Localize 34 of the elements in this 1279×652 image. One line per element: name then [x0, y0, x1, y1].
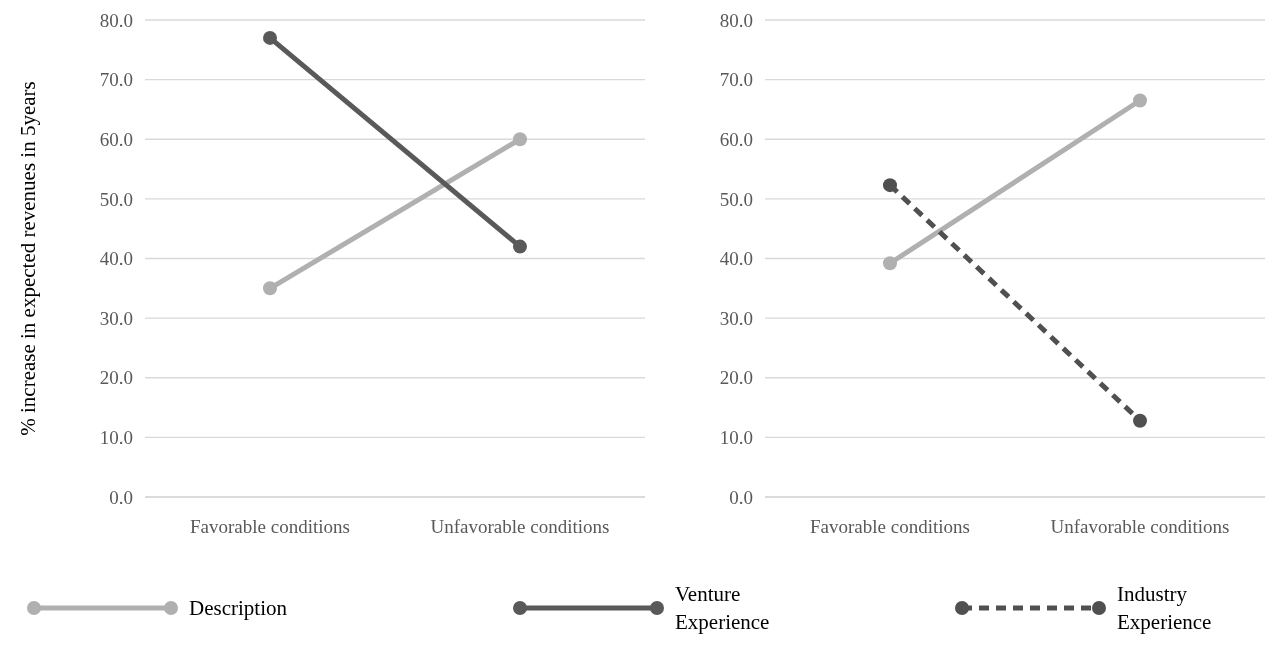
legend-label: Venture Experience	[675, 582, 770, 634]
y-tick-label: 0.0	[109, 486, 133, 508]
y-tick-label: 70.0	[99, 69, 133, 91]
y-tick-label: 10.0	[99, 427, 133, 449]
y-tick-label: 50.0	[719, 188, 753, 210]
y-tick-label: 20.0	[719, 367, 753, 389]
x-tick-label: Unfavorable conditions	[430, 516, 610, 537]
point	[263, 281, 277, 296]
y-tick-label: 80.0	[99, 9, 133, 31]
y-tick-label: 10.0	[719, 427, 753, 449]
y-tick-label: 60.0	[99, 128, 133, 150]
point	[513, 132, 527, 147]
y-tick-label: 40.0	[99, 248, 133, 270]
y-tick-label: 40.0	[719, 248, 753, 270]
y-tick-label: 30.0	[99, 307, 133, 329]
y-tick-label: 50.0	[99, 188, 133, 210]
point	[263, 30, 277, 45]
x-tick-label: Favorable conditions	[810, 516, 970, 537]
legend-label: Description	[189, 596, 288, 621]
y-axis-title: % increase in expected revenues in 5years	[16, 81, 40, 436]
point	[513, 239, 527, 254]
x-tick-label: Unfavorable conditions	[1050, 516, 1230, 537]
legend-label: Industry Experience	[1117, 582, 1212, 634]
y-tick-label: 30.0	[719, 307, 753, 329]
y-tick-label: 60.0	[719, 128, 753, 150]
point	[883, 256, 897, 271]
point	[1133, 93, 1147, 108]
point	[1133, 413, 1147, 428]
y-tick-label: 0.0	[729, 486, 753, 508]
y-tick-label: 80.0	[719, 9, 753, 31]
y-tick-label: 20.0	[99, 367, 133, 389]
y-tick-label: 70.0	[719, 69, 753, 91]
x-tick-label: Favorable conditions	[190, 516, 350, 537]
point	[883, 178, 897, 193]
